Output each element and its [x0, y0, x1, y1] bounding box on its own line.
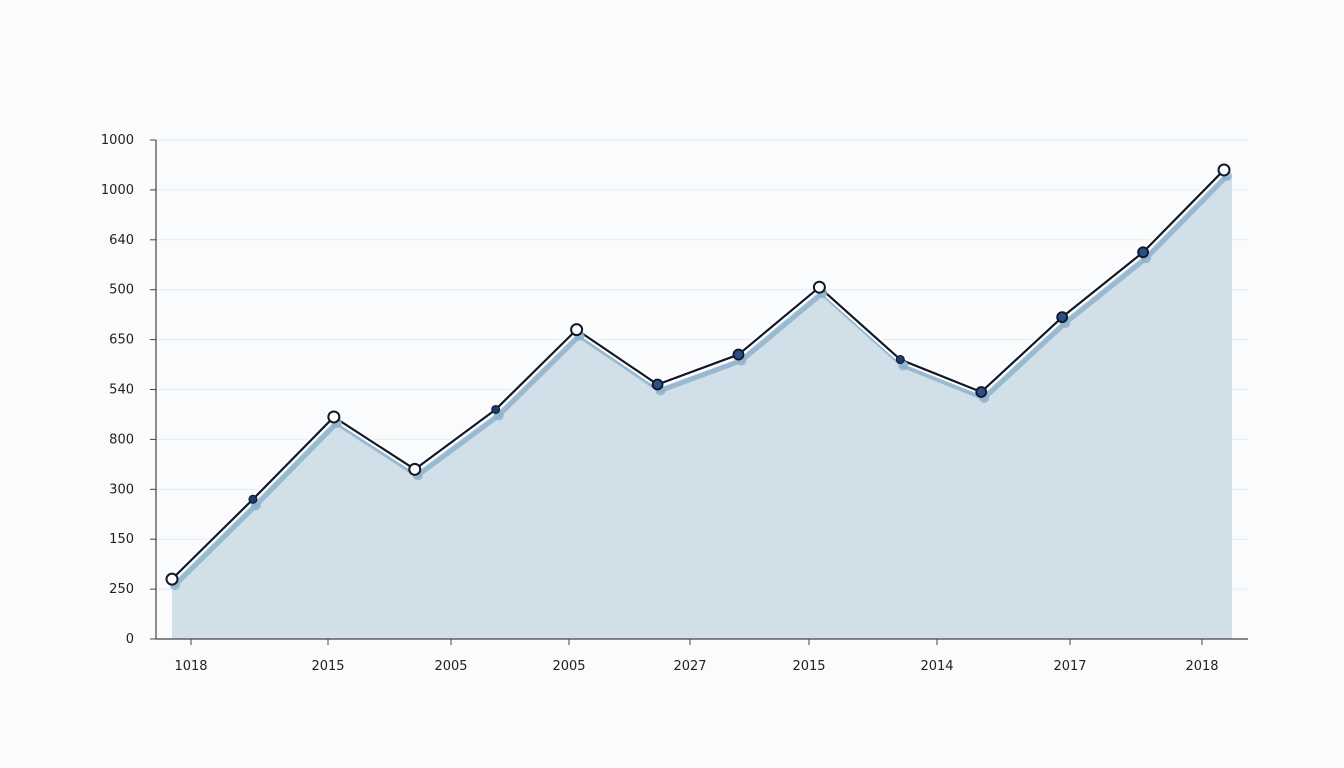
- y-tick-label: 650: [109, 333, 134, 348]
- y-tick-labels: 0 250 150 300 800 540 650 500 640 1000 1000: [101, 133, 134, 647]
- area-fill: [172, 173, 1232, 639]
- x-tick-label: 2018: [1185, 659, 1218, 674]
- y-tick-label: 640: [109, 233, 134, 248]
- series-markers: [165, 163, 1232, 591]
- data-point: [570, 323, 584, 337]
- data-point: [1056, 311, 1069, 324]
- axes: [155, 140, 1248, 640]
- data-point: [651, 378, 664, 391]
- x-tick-labels: 1018 2015 2005 2005 2027 2015 2014 2017 2018: [174, 639, 1219, 674]
- y-tick-label: 500: [109, 283, 134, 298]
- data-point: [491, 404, 501, 414]
- data-point: [1137, 246, 1149, 259]
- data-point: [327, 410, 341, 424]
- data-point: [975, 386, 988, 398]
- y-tick-label: 800: [109, 432, 134, 447]
- x-tick-label: 2005: [434, 659, 467, 674]
- series-shadow-line: [173, 174, 1229, 587]
- data-point: [895, 355, 905, 365]
- area-fill-layer: [172, 173, 1232, 639]
- data-point: [1217, 163, 1231, 177]
- series-line-layer: [169, 167, 1227, 582]
- data-point: [408, 462, 422, 476]
- y-tick-label: 540: [109, 383, 134, 398]
- data-point: [248, 494, 258, 504]
- y-tick-label: 300: [109, 482, 134, 497]
- data-point: [165, 572, 179, 586]
- x-tick-label: 2015: [792, 659, 825, 674]
- x-tick-label: 2014: [920, 659, 953, 674]
- y-tick-label: 0: [126, 632, 134, 647]
- series-line: [171, 169, 1225, 580]
- x-tick-label: 1018: [174, 659, 207, 674]
- x-tick-label: 2015: [311, 659, 344, 674]
- y-tick-label: 1000: [101, 133, 134, 148]
- x-tick-label: 2027: [673, 659, 706, 674]
- y-tick-label: 250: [109, 582, 134, 597]
- y-tick-label: 1000: [101, 183, 134, 198]
- x-tick-label: 2005: [552, 659, 585, 674]
- x-tick-label: 2017: [1053, 659, 1086, 674]
- data-point: [812, 280, 826, 294]
- y-tick-label: 150: [109, 532, 134, 547]
- data-point: [732, 348, 745, 361]
